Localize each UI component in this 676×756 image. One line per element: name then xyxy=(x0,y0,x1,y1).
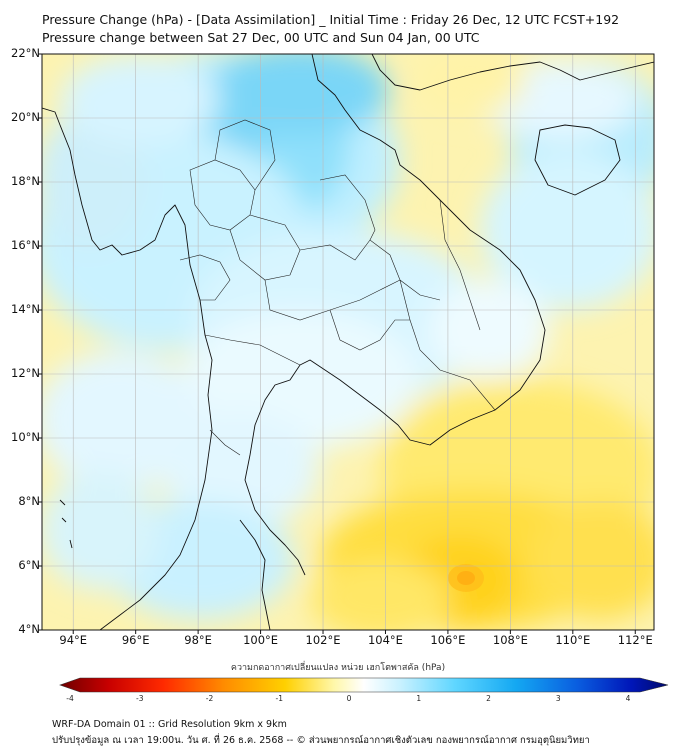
lon-label: 98°E xyxy=(184,633,212,647)
map-title: Pressure Change (hPa) - [Data Assimilati… xyxy=(42,12,620,27)
colorbar-tick-label: 1 xyxy=(416,694,422,703)
colorbar-tick-label: -2 xyxy=(205,694,214,703)
lat-label: 10°N xyxy=(11,430,40,444)
lon-label: 96°E xyxy=(121,633,150,647)
axis-ticks xyxy=(38,53,636,634)
colorbar-tick-label: 2 xyxy=(486,694,491,703)
lon-label: 100°E xyxy=(243,633,279,647)
lon-label: 104°E xyxy=(367,633,403,647)
pressure-field xyxy=(42,54,654,630)
colorbar-tick-label: -1 xyxy=(275,694,283,703)
lat-label: 14°N xyxy=(11,302,40,316)
lon-label: 102°E xyxy=(305,633,341,647)
colorbar-tick-label: -4 xyxy=(66,694,74,703)
lat-label: 12°N xyxy=(11,366,40,380)
lat-label: 6°N xyxy=(18,558,40,572)
lat-label: 20°N xyxy=(11,110,40,124)
map-frame xyxy=(41,53,655,631)
graticule xyxy=(42,54,654,630)
colorbar-title: ความกดอากาศเปลี่ยนแปลง หน่วย เฮกโตพาสคัล… xyxy=(230,663,446,673)
lat-label: 18°N xyxy=(11,174,40,188)
lon-label: 110°E xyxy=(555,633,591,647)
footer-model-info: WRF-DA Domain 01 :: Grid Resolution 9km … xyxy=(52,719,287,730)
lon-label: 108°E xyxy=(492,633,528,647)
colorbar-tick-label: 4 xyxy=(625,694,631,703)
lon-label: 106°E xyxy=(430,633,466,647)
map-subtitle: Pressure change between Sat 27 Dec, 00 U… xyxy=(42,30,480,45)
coastlines xyxy=(42,54,654,630)
colorbar-tick-label: 0 xyxy=(346,694,352,703)
lon-label: 94°E xyxy=(59,633,88,647)
lat-label: 8°N xyxy=(18,494,40,508)
lat-label: 4°N xyxy=(18,622,40,636)
colorbar xyxy=(59,677,669,693)
lon-label: 112°E xyxy=(617,633,653,647)
colorbar-tick-label: 3 xyxy=(555,694,561,703)
admin-borders xyxy=(179,119,496,456)
lat-label: 22°N xyxy=(11,46,40,60)
footer-credit: ปรับปรุงข้อมูล ณ เวลา 19:00น. วัน ศ. ที่… xyxy=(52,735,590,746)
colorbar-tick-label: -3 xyxy=(136,694,144,703)
lat-label: 16°N xyxy=(11,238,40,252)
